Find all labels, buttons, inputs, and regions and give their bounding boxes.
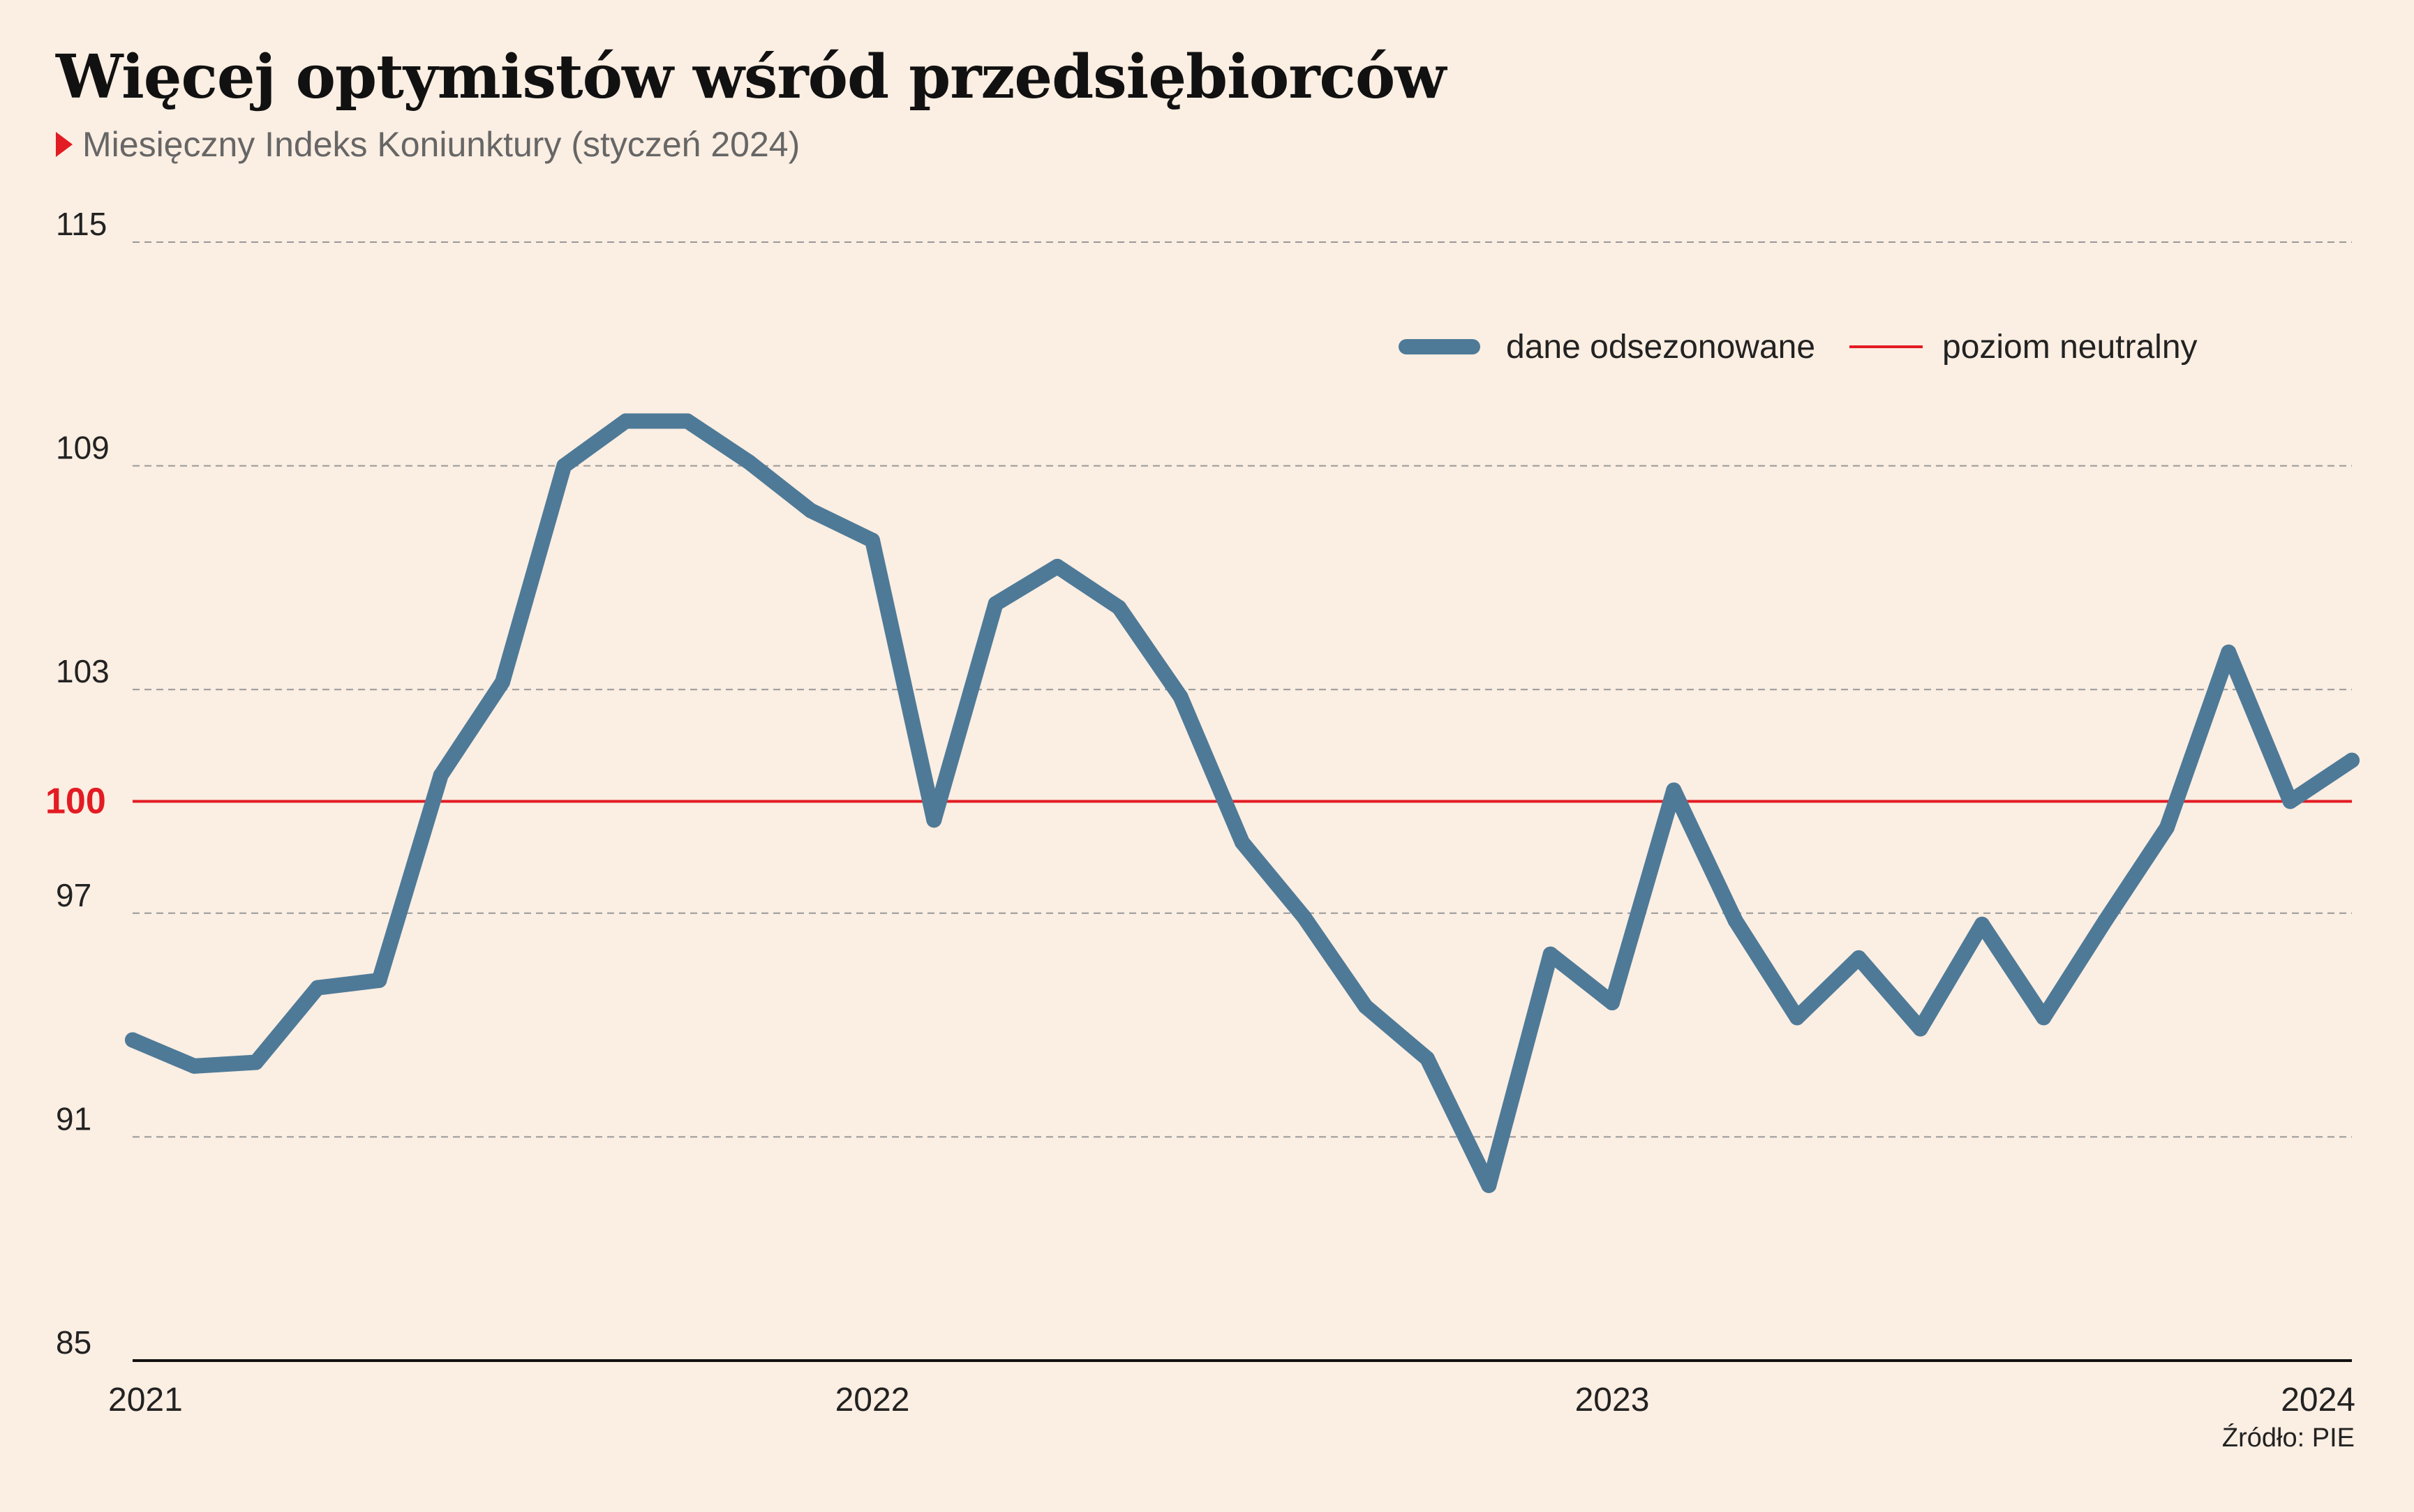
data-point	[433, 768, 449, 784]
source-note: Źródło: PIE	[2221, 1423, 2355, 1453]
x-tick-label-2023: 2023	[1575, 1382, 1650, 1419]
y-tick-label-115: 115	[56, 206, 107, 242]
data-point	[1789, 1010, 1805, 1026]
grid-lines	[133, 241, 2352, 1138]
data-point	[1296, 909, 1312, 925]
data-point	[1542, 946, 1558, 962]
data-point	[865, 532, 880, 548]
data-point	[1357, 998, 1373, 1015]
triangle-marker-icon	[56, 132, 73, 157]
data-point	[1604, 995, 1620, 1011]
x-tick-label-2024: 2024	[2281, 1382, 2355, 1419]
data-point	[2221, 644, 2237, 660]
data-point	[1481, 1177, 1497, 1193]
data-point	[1111, 599, 1127, 615]
neutral-level-layer: 100	[45, 781, 2352, 822]
data-point	[1420, 1051, 1435, 1067]
neutral-level-label: 100	[45, 781, 106, 822]
x-tick-label-2022: 2022	[835, 1382, 910, 1419]
series-layer	[125, 413, 2360, 1193]
data-point	[926, 812, 942, 828]
data-point	[803, 502, 819, 518]
y-tick-label-85: 85	[56, 1324, 91, 1361]
data-point	[1851, 950, 1867, 966]
data-point	[2282, 793, 2298, 809]
chart-subtitle-row: Miesięczny Indeks Koniunktury (styczeń 2…	[56, 124, 800, 165]
data-point	[310, 980, 325, 996]
data-point	[2344, 752, 2360, 768]
data-point	[1727, 913, 1743, 929]
y-tick-label-103: 103	[56, 653, 110, 689]
data-point	[1666, 782, 1682, 798]
y-tick-label-109: 109	[56, 430, 110, 466]
data-point	[1235, 834, 1250, 851]
data-point	[618, 413, 634, 429]
data-point	[2159, 819, 2175, 835]
data-point	[680, 413, 695, 429]
data-point	[1050, 558, 1065, 574]
y-tick-label-91: 91	[56, 1100, 91, 1137]
legend-label-neutral: poziom neutralny	[1942, 329, 2198, 366]
data-point	[2036, 1010, 2052, 1026]
chart-subtitle: Miesięczny Indeks Koniunktury (styczeń 2…	[82, 125, 800, 164]
data-point	[556, 458, 572, 474]
axes: 85 91 97 103 109 115 2021 2022 2023 2024	[56, 206, 2355, 1419]
data-point	[186, 1058, 202, 1074]
legend: dane odsezonowane poziom neutralny	[1399, 329, 2198, 366]
data-point	[495, 674, 510, 690]
x-tick-label-2021: 2021	[108, 1382, 183, 1419]
legend-label-series: dane odsezonowane	[1506, 329, 1815, 366]
data-point	[2097, 913, 2113, 929]
series-line-0	[125, 413, 2360, 1193]
data-point	[1912, 1021, 1928, 1037]
data-point	[248, 1054, 264, 1070]
data-point	[988, 596, 1004, 612]
chart-title: Więcej optymistów wśród przedsiębiorców	[56, 42, 1446, 112]
data-point	[1172, 689, 1189, 705]
data-point	[125, 1032, 140, 1048]
data-point	[371, 972, 387, 988]
data-point	[1974, 916, 1990, 932]
y-tick-label-97: 97	[56, 877, 91, 913]
data-point	[741, 454, 757, 470]
